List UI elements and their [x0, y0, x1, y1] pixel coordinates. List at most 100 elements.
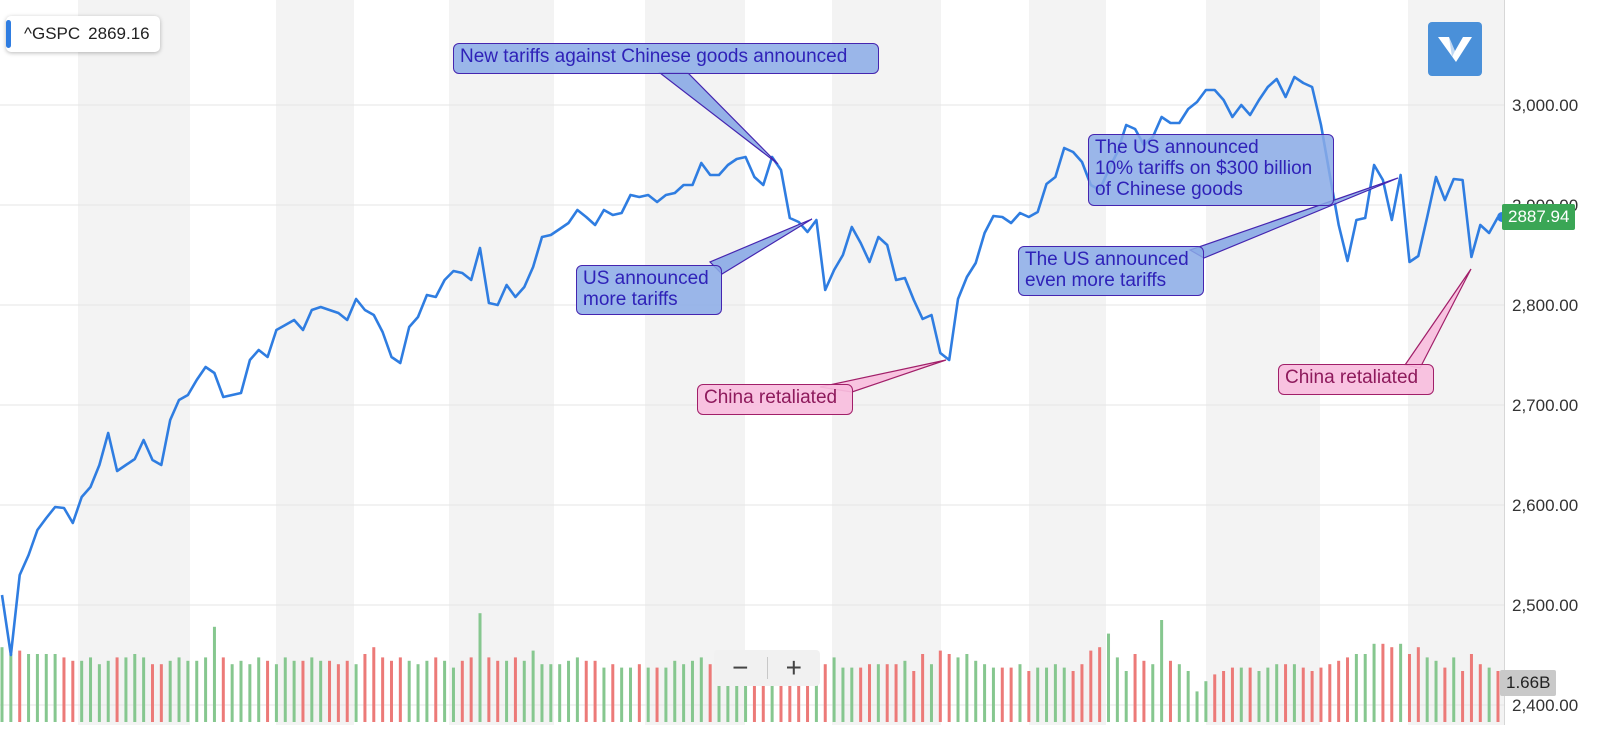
volume-bar: [1053, 664, 1057, 722]
volume-bar: [1027, 671, 1031, 722]
volume-bar: [1239, 667, 1243, 722]
volume-bar: [310, 657, 314, 722]
volume-bar: [266, 660, 270, 722]
volume-bar: [1452, 657, 1456, 722]
volume-bar: [142, 657, 146, 722]
volume-bar: [283, 657, 287, 722]
volume-bar: [912, 671, 916, 722]
volume-bar: [27, 654, 31, 722]
y-tick-label: 2,600.00: [1512, 496, 1578, 515]
volume-bar: [1098, 647, 1102, 722]
volume-bar: [1151, 664, 1155, 722]
annotation-china-retaliated-2[interactable]: China retaliated: [1278, 364, 1434, 395]
volume-bar: [611, 664, 615, 722]
volume-bar: [1071, 671, 1075, 722]
annotation-new-tariffs[interactable]: New tariffs against Chinese goods announ…: [453, 43, 879, 74]
volume-bar: [195, 660, 199, 722]
volume-bar: [664, 667, 668, 722]
volume-bar: [752, 657, 756, 722]
volume-bar: [1346, 657, 1350, 722]
volume-bar: [1089, 650, 1093, 722]
volume-bar: [1381, 643, 1385, 722]
volume-bar: [1204, 681, 1208, 722]
ticker-legend[interactable]: ^GSPC 2869.16: [6, 16, 160, 52]
volume-badge: 1.66B: [1500, 670, 1557, 696]
volume-bar: [1354, 654, 1358, 722]
volume-bar: [1461, 671, 1465, 722]
volume-bar: [1487, 667, 1491, 722]
volume-bar: [1469, 654, 1473, 722]
volume-bar: [876, 664, 880, 722]
background-band: [78, 0, 190, 725]
volume-bar: [929, 664, 933, 722]
volume-bar: [717, 660, 721, 722]
volume-bar: [71, 660, 75, 722]
volume-bar: [593, 660, 597, 722]
volume-bar: [416, 664, 420, 722]
volume-bar: [186, 660, 190, 722]
volume-bar: [354, 664, 358, 722]
volume-bar: [124, 657, 128, 722]
volume-bar: [372, 647, 376, 722]
volume-bar: [1115, 657, 1119, 722]
y-tick-label: 2,800.00: [1512, 296, 1578, 315]
volume-bar: [1292, 664, 1296, 722]
volume-bar: [177, 657, 181, 722]
volume-bar: [1257, 671, 1261, 722]
volume-bar: [1443, 667, 1447, 722]
volume-bar: [558, 664, 562, 722]
volume-bar: [363, 654, 367, 722]
volume-bar: [1133, 654, 1137, 722]
volume-bar: [584, 660, 588, 722]
volume-bar: [425, 660, 429, 722]
zoom-out-button[interactable]: −: [732, 652, 749, 683]
volume-bar: [956, 657, 960, 722]
volume-bar: [1425, 657, 1429, 722]
volume-bar: [921, 654, 925, 722]
y-tick-label: 3,000.00: [1512, 96, 1578, 115]
volume-bar: [1399, 643, 1403, 722]
volume-bar: [460, 660, 464, 722]
volume-bar: [62, 657, 66, 722]
annotation-china-retaliated-1[interactable]: China retaliated: [697, 384, 853, 415]
volume-bar: [257, 657, 261, 722]
volume-bar: [18, 650, 22, 722]
volume-bar: [168, 660, 172, 722]
zoom-control: − +: [714, 650, 820, 686]
volume-bar: [1310, 671, 1314, 722]
zoom-in-button[interactable]: +: [785, 652, 802, 683]
volume-bar: [1407, 654, 1411, 722]
volume-bar: [531, 650, 535, 722]
volume-bar: [319, 660, 323, 722]
annotation-us-even-more-tariffs[interactable]: The US announced even more tariffs: [1018, 246, 1204, 296]
price-line: [0, 75, 1500, 657]
volume-bar: [1080, 664, 1084, 722]
volume-bar: [567, 660, 571, 722]
volume-bar: [381, 657, 385, 722]
volume-bar: [637, 664, 641, 722]
volume-bar: [974, 660, 978, 722]
volume-bar: [965, 654, 969, 722]
volume-bar: [761, 667, 765, 722]
volume-bars: [0, 613, 1500, 722]
annotation-us-10pct-tariffs[interactable]: The US announced 10% tariffs on $300 bil…: [1088, 134, 1334, 206]
volume-bar: [1168, 660, 1172, 722]
volume-bar: [744, 667, 748, 722]
volume-bar: [53, 654, 57, 722]
volume-bar: [628, 667, 632, 722]
volume-bar: [1337, 660, 1341, 722]
volume-bar: [106, 660, 110, 722]
volume-bar: [947, 654, 951, 722]
volume-bar: [496, 660, 500, 722]
volume-bar: [1018, 664, 1022, 722]
current-price-badge: 2887.94: [1502, 204, 1576, 230]
background-bands: [78, 0, 1504, 725]
volume-bar: [549, 664, 553, 722]
volume-bar: [868, 664, 872, 722]
volume-bar: [620, 667, 624, 722]
volume-bar: [487, 657, 491, 722]
volume-bar: [469, 657, 473, 722]
annotation-us-more-tariffs[interactable]: US announced more tariffs: [576, 265, 722, 315]
volume-bar: [1434, 660, 1438, 722]
